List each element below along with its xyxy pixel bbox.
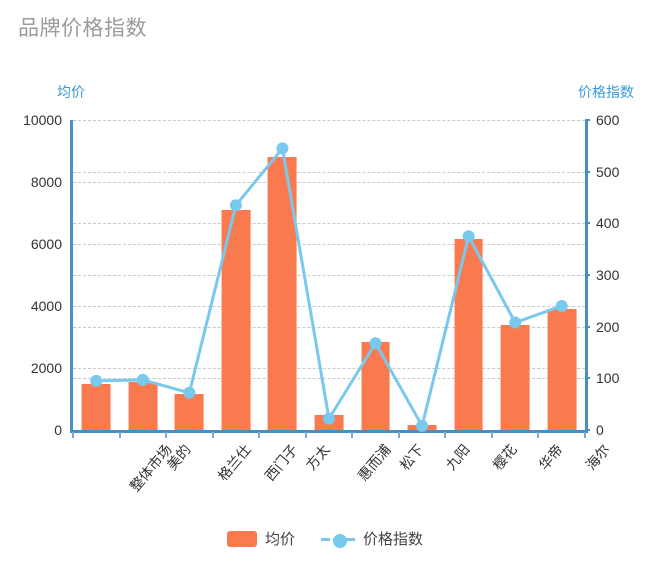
right-axis-tick-label: 0 (596, 422, 604, 438)
left-axis-tick-label: 8000 (30, 174, 62, 190)
page-title: 品牌价格指数 (18, 17, 147, 40)
gridline (73, 244, 585, 245)
plot-area: 0 2000 4000 6000 8000 10000 0 100 200 300 400 500 6… (23, 113, 619, 438)
x-axis-tick-mark (165, 432, 168, 438)
right-axis-tick-mark (585, 222, 590, 225)
bar[interactable] (128, 381, 158, 430)
x-axis-label: 惠而浦 (354, 441, 394, 484)
right-axis-tick-label: 400 (596, 215, 620, 232)
legend-bar-swatch-icon (226, 530, 257, 547)
bar[interactable] (454, 239, 484, 430)
x-axis-label: 樱花 (489, 441, 520, 474)
bar[interactable] (407, 425, 437, 430)
chart-legend: 均价 价格指数 (0, 528, 650, 549)
x-axis-tick-mark (444, 432, 447, 438)
x-axis-label: 海尔 (582, 441, 613, 474)
gridline (73, 223, 585, 225)
bar[interactable] (547, 309, 577, 430)
bar[interactable] (268, 157, 297, 430)
x-axis-label: 九阳 (442, 441, 473, 474)
left-axis-tick-label: 2000 (30, 360, 62, 376)
x-axis-tick-mark (397, 432, 400, 438)
x-axis-label: 格兰仕 (214, 441, 255, 484)
x-axis-tick-mark (490, 432, 493, 438)
left-axis-tick-label: 4000 (30, 298, 62, 314)
gridline (73, 182, 585, 183)
x-axis-tick-mark (584, 432, 586, 438)
x-axis-line (70, 430, 588, 433)
right-axis-tick-mark (585, 170, 590, 173)
bar[interactable] (500, 324, 530, 430)
x-axis-tick-mark (537, 432, 540, 438)
x-axis-label: 西门子 (261, 441, 301, 484)
right-axis-tick-label: 600 (596, 112, 620, 128)
left-axis-name: 均价 (57, 84, 85, 100)
right-axis-name: 价格指数 (578, 84, 634, 100)
left-axis-tick-label: 10000 (23, 112, 62, 128)
left-axis-line (70, 120, 73, 430)
legend-item[interactable]: 价格指数 (321, 528, 423, 549)
right-axis-tick-mark (585, 119, 590, 121)
legend-label: 均价 (264, 531, 295, 548)
x-axis-tick-mark (211, 432, 214, 438)
x-axis-label: 松下 (396, 441, 427, 474)
bar[interactable] (221, 209, 251, 430)
legend-item[interactable]: 均价 (226, 528, 295, 549)
x-axis-tick-mark (351, 432, 354, 438)
x-axis-tick-mark (118, 432, 121, 438)
gridline (73, 275, 585, 276)
x-axis-tick-mark (72, 432, 74, 438)
x-axis-label: 方太 (302, 441, 334, 474)
bar[interactable] (174, 394, 204, 430)
right-axis-tick-mark (585, 429, 590, 431)
legend-line-swatch-icon (321, 533, 355, 548)
left-axis-tick-label: 0 (54, 422, 62, 438)
right-axis-tick-label: 100 (596, 370, 620, 387)
legend-line-gap (330, 536, 346, 542)
x-axis-tick-mark (304, 432, 307, 438)
right-axis-tick-mark (585, 325, 590, 328)
bar[interactable] (81, 383, 111, 430)
line-marker[interactable]: 方太 545 (276, 142, 289, 155)
bar[interactable] (361, 341, 390, 430)
bar[interactable] (314, 415, 344, 430)
right-axis-tick-mark (585, 274, 590, 276)
right-axis-tick-label: 200 (596, 318, 620, 335)
gridline (73, 171, 585, 173)
gridline (73, 306, 585, 307)
right-axis-tick-label: 300 (596, 267, 620, 283)
right-axis-tick-label: 500 (596, 163, 620, 180)
x-axis-tick-mark (258, 432, 261, 438)
gridline (73, 120, 585, 121)
line-marker[interactable]: 西门子 435 (229, 199, 242, 212)
legend-label: 价格指数 (363, 531, 424, 548)
x-axis-label: 华帝 (535, 441, 566, 474)
right-axis-tick-mark (585, 377, 590, 380)
left-axis-tick-label: 6000 (30, 236, 62, 252)
line-path (94, 146, 564, 428)
